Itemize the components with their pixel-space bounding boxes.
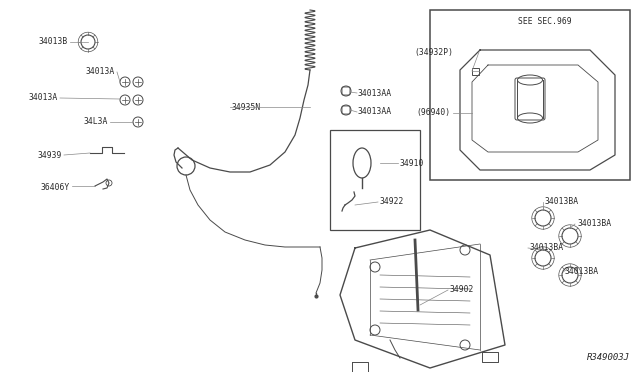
- Text: 34013BA: 34013BA: [578, 219, 612, 228]
- Text: (34932P): (34932P): [414, 48, 453, 57]
- Text: 34013BA: 34013BA: [530, 244, 564, 253]
- Text: (96940): (96940): [417, 109, 451, 118]
- Text: 34013AA: 34013AA: [358, 89, 392, 97]
- Text: 34013A: 34013A: [86, 67, 115, 77]
- Text: 34939: 34939: [38, 151, 62, 160]
- Text: 34013A: 34013A: [29, 93, 58, 103]
- Text: 34013B: 34013B: [39, 38, 68, 46]
- Text: 34935N: 34935N: [232, 103, 261, 112]
- Bar: [472, 68, 479, 75]
- Text: 34013AA: 34013AA: [358, 108, 392, 116]
- Text: 34L3A: 34L3A: [84, 118, 108, 126]
- Text: 34013BA: 34013BA: [545, 198, 579, 206]
- Text: R349003J: R349003J: [587, 353, 630, 362]
- Text: 34922: 34922: [380, 198, 404, 206]
- Bar: [430, 10, 630, 180]
- Text: 34902: 34902: [450, 285, 474, 295]
- Text: 34013BA: 34013BA: [565, 267, 599, 276]
- Bar: [330, 130, 420, 230]
- Text: SEE SEC.969: SEE SEC.969: [518, 17, 572, 26]
- Text: 36406Y: 36406Y: [41, 183, 70, 192]
- Text: 34910: 34910: [400, 158, 424, 167]
